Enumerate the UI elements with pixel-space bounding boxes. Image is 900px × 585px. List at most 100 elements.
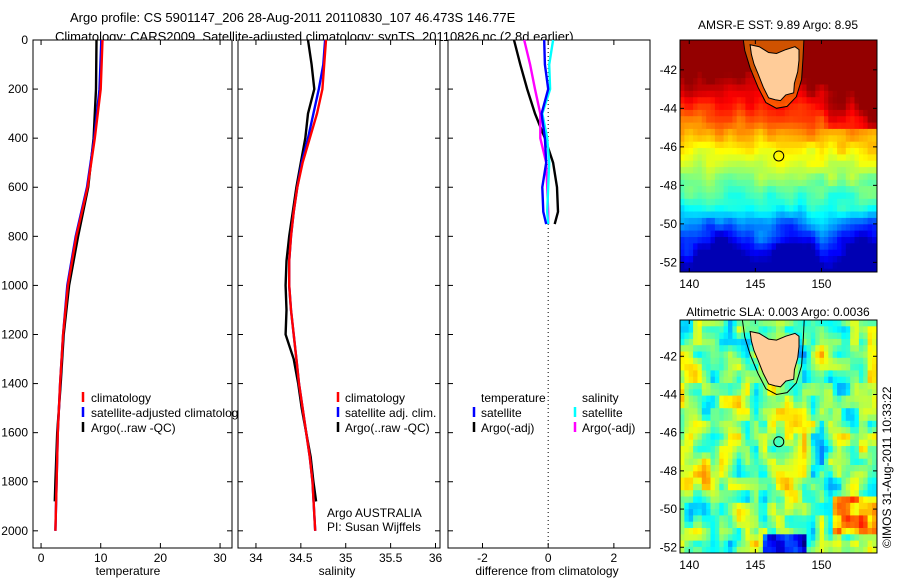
- map-cell: [758, 414, 764, 422]
- map-cell: [688, 509, 694, 516]
- map-cell: [810, 109, 816, 117]
- map-cell: [693, 46, 698, 54]
- map-cell: [797, 256, 803, 263]
- map-cell: [749, 465, 755, 472]
- map-cell: [872, 59, 877, 66]
- map-cell: [784, 471, 790, 479]
- map-cell: [784, 154, 790, 162]
- map-cell: [845, 230, 851, 238]
- map-cell: [784, 135, 790, 143]
- map-cell: [841, 262, 847, 270]
- map-cell: [684, 256, 690, 263]
- map-cell: [745, 65, 751, 73]
- plot-frame: [237, 39, 441, 549]
- map-cell: [714, 389, 720, 397]
- map-cell: [828, 490, 834, 497]
- map-cell: [749, 496, 755, 504]
- map-cell: [802, 383, 808, 390]
- map-cell: [867, 154, 873, 162]
- map-cell: [797, 97, 803, 105]
- map-cell: [819, 160, 825, 168]
- y-tick-label: 1400: [1, 377, 28, 391]
- map-cell: [854, 528, 860, 535]
- map-cell: [680, 528, 685, 535]
- map-cell: [793, 256, 799, 263]
- map-cell: [872, 326, 877, 334]
- map-cell: [741, 351, 746, 359]
- map-cell: [732, 401, 738, 409]
- map-cell: [789, 167, 794, 174]
- salinity-panel: 34 34.5 35 35.5 36: [237, 39, 443, 565]
- map-cell: [810, 116, 816, 124]
- map-cell: [841, 205, 847, 213]
- map-cell: [841, 320, 847, 327]
- map-cell: [797, 540, 803, 548]
- map-cell: [684, 192, 690, 200]
- map-cell: [832, 179, 838, 187]
- map-cell: [701, 338, 707, 346]
- map-cell: [832, 395, 838, 403]
- map-cell: [797, 370, 803, 378]
- map-cell: [793, 109, 799, 117]
- map-cell: [749, 446, 755, 453]
- map-cell: [819, 338, 825, 346]
- map-cell: [697, 249, 703, 257]
- map-cell: [837, 326, 842, 334]
- map-cell: [684, 502, 690, 510]
- map-cell: [706, 52, 712, 60]
- map-cell: [736, 414, 742, 422]
- map-cell: [732, 414, 738, 422]
- map-cell: [863, 351, 869, 359]
- map-cell: [732, 122, 738, 130]
- map-cell: [767, 217, 773, 225]
- map-cell: [732, 351, 738, 359]
- map-cell: [714, 268, 720, 273]
- map-cell: [837, 452, 842, 460]
- map-cell: [854, 237, 860, 244]
- map-cell: [858, 420, 864, 428]
- map-cell: [784, 320, 790, 327]
- map-cell: [762, 256, 768, 263]
- map-cell: [710, 534, 716, 542]
- map-cell: [684, 224, 690, 232]
- map-cell: [850, 256, 856, 263]
- map-cell: [828, 198, 834, 206]
- map-cell: [749, 389, 755, 397]
- map-cell: [776, 135, 781, 143]
- map-cell: [706, 521, 712, 529]
- map-cell: [680, 65, 685, 73]
- map-cell: [684, 173, 690, 181]
- map-cell: [867, 376, 873, 384]
- map-cell: [802, 128, 808, 136]
- map-cell: [863, 78, 869, 85]
- map-cell: [754, 173, 760, 181]
- map-cell: [688, 230, 694, 238]
- map-cell: [680, 179, 685, 187]
- map-cell: [837, 458, 842, 466]
- map-cell: [815, 515, 821, 523]
- map-cell: [732, 326, 738, 334]
- map-cell: [828, 383, 834, 390]
- map-cell: [776, 395, 781, 403]
- map-cell: [828, 509, 834, 516]
- map-cell: [741, 78, 746, 85]
- map-cell: [793, 179, 799, 187]
- map-cell: [797, 217, 803, 225]
- map-cell: [706, 326, 712, 334]
- map-cell: [828, 528, 834, 535]
- map-cell: [810, 332, 816, 340]
- map-cell: [841, 217, 847, 225]
- map-cell: [867, 109, 873, 117]
- map-cell: [776, 389, 781, 397]
- map-cell: [850, 433, 856, 441]
- map-cell: [824, 198, 829, 206]
- map-cell: [815, 332, 821, 340]
- map-cell: [758, 116, 764, 124]
- map-cell: [837, 320, 842, 327]
- map-cell: [780, 389, 786, 397]
- map-cell: [837, 465, 842, 472]
- map-cell: [741, 452, 746, 460]
- map-cell: [714, 224, 720, 232]
- map-cell: [863, 534, 869, 542]
- map-cell: [806, 420, 812, 428]
